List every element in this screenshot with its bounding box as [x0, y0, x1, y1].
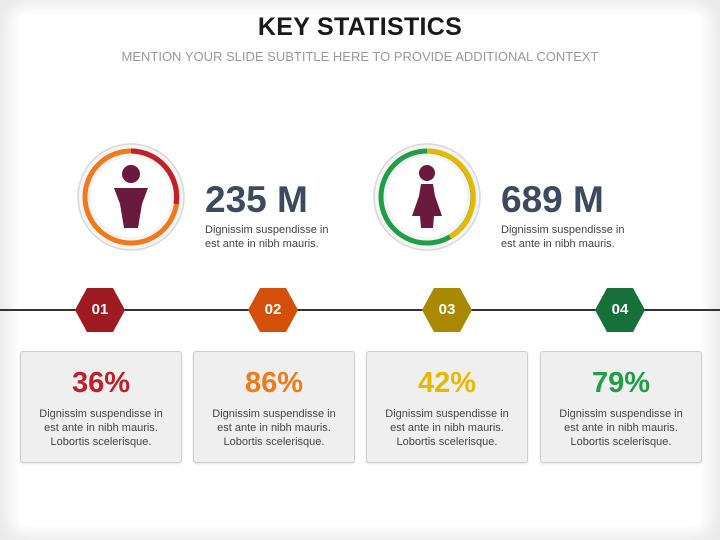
card-description: Dignissim suspendisse in est ante in nib… — [39, 408, 163, 448]
card-description: Dignissim suspendisse in est ante in nib… — [559, 408, 683, 448]
page-subtitle: MENTION YOUR SLIDE SUBTITLE HERE TO PROV… — [121, 49, 599, 64]
step-marker-04: 04 — [594, 287, 646, 333]
stat-description-1: Dignissim suspendisse in est ante in nib… — [205, 224, 329, 250]
stat-card-03: 42% Dignissim suspendisse in est ante in… — [366, 351, 528, 463]
card-percentage: 36% — [71, 367, 131, 399]
stat-ring-male — [76, 142, 186, 252]
card-description: Dignissim suspendisse in est ante in nib… — [212, 408, 336, 448]
step-marker-01: 01 — [74, 287, 126, 333]
stat-card-02: 86% Dignissim suspendisse in est ante in… — [193, 351, 355, 463]
stat-value-2: 689 M — [501, 179, 604, 220]
step-marker-02: 02 — [247, 287, 299, 333]
card-percentage: 79% — [591, 367, 651, 399]
stat-card-01: 36% Dignissim suspendisse in est ante in… — [20, 351, 182, 463]
stat-ring-female — [372, 142, 482, 252]
stat-description-2: Dignissim suspendisse in est ante in nib… — [501, 224, 625, 250]
male-person-icon — [114, 165, 148, 228]
timeline-line — [0, 309, 720, 311]
page-title: KEY STATISTICS — [257, 13, 463, 41]
stat-card-04: 79% Dignissim suspendisse in est ante in… — [540, 351, 702, 463]
female-person-icon — [412, 165, 442, 228]
step-marker-03: 03 — [421, 287, 473, 333]
card-percentage: 86% — [244, 367, 304, 399]
card-percentage: 42% — [417, 367, 477, 399]
card-description: Dignissim suspendisse in est ante in nib… — [385, 408, 509, 448]
stat-value-1: 235 M — [205, 179, 308, 220]
